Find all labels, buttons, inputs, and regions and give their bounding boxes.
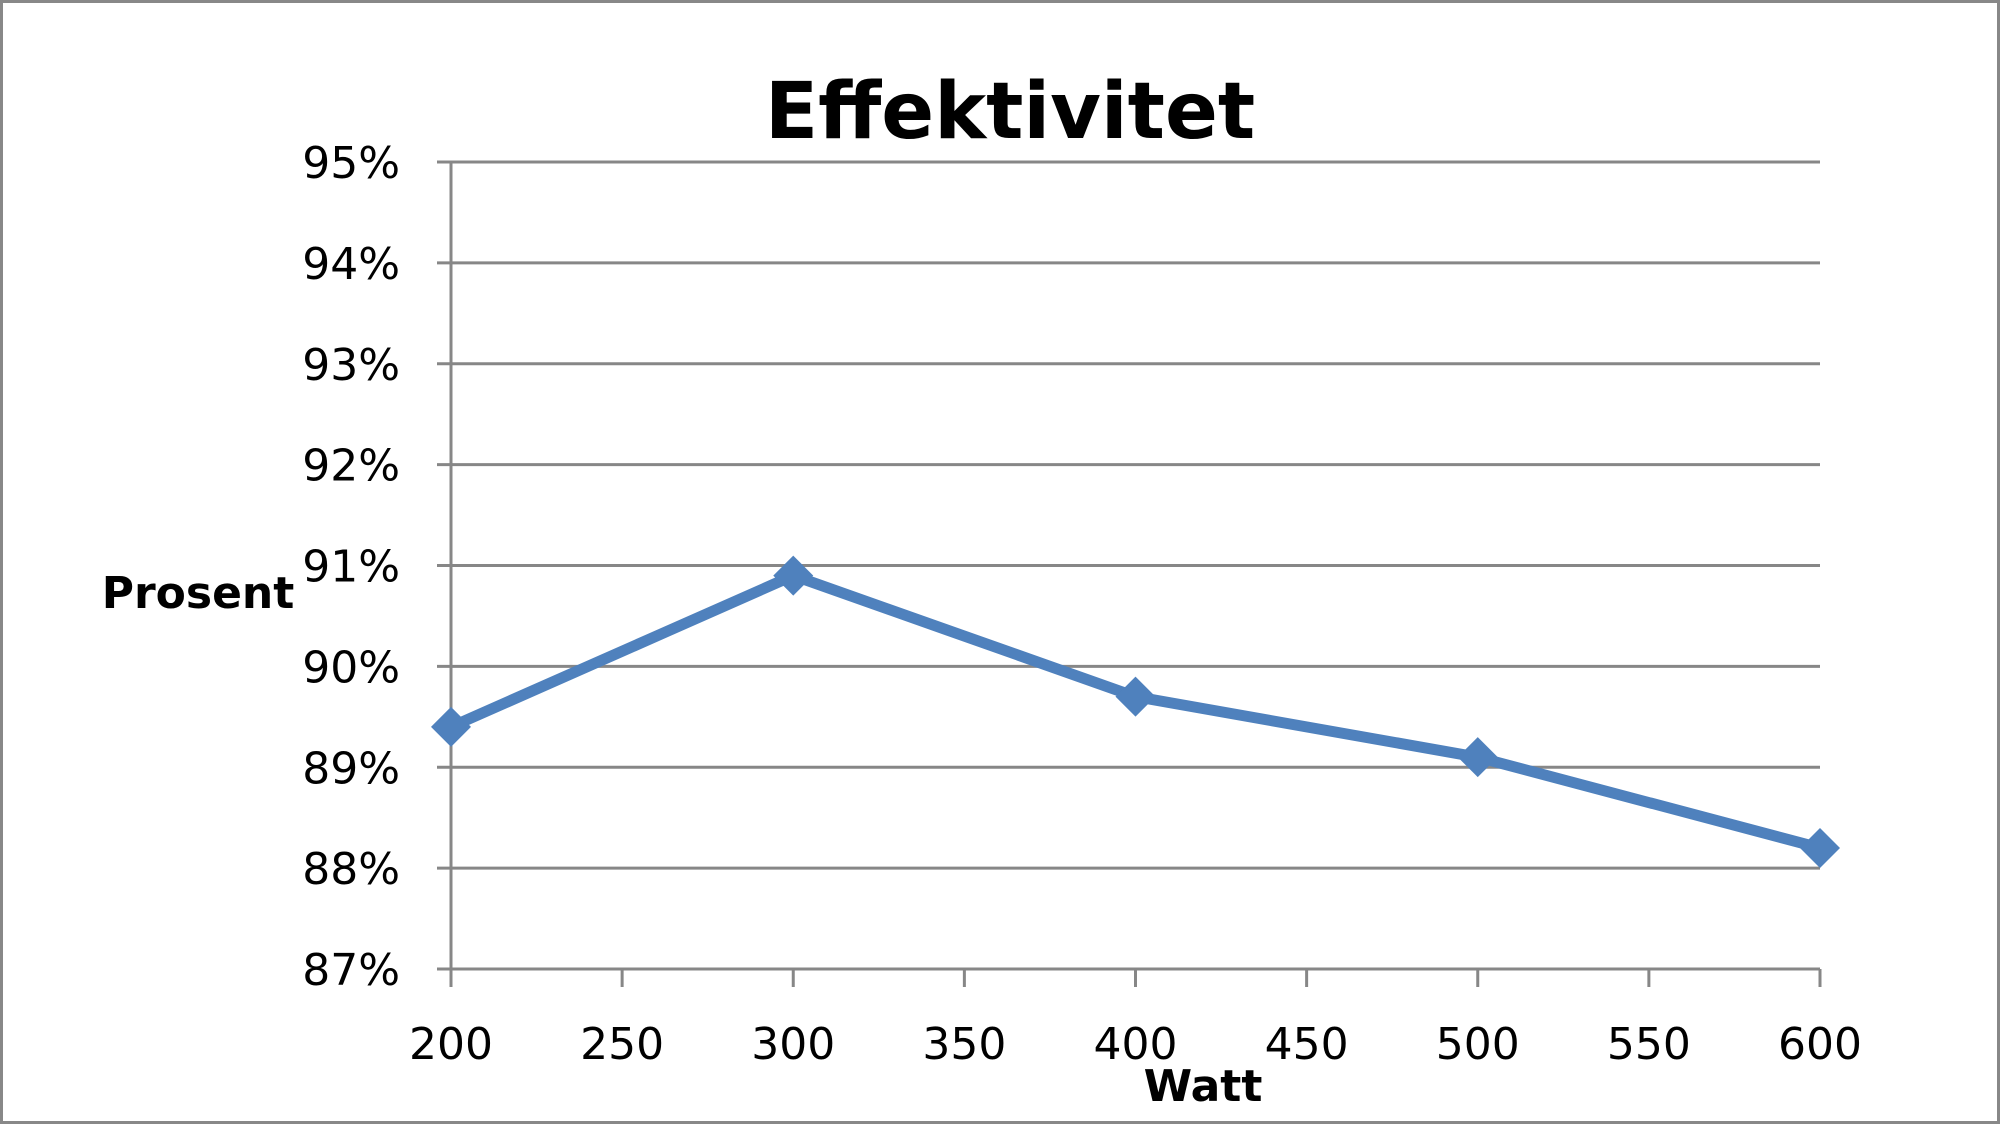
y-tick-label: 93%: [302, 340, 400, 391]
x-tick-label: 550: [1607, 1019, 1691, 1070]
chart-title: Effektivitet: [765, 67, 1255, 157]
gridlines: [451, 160, 1820, 870]
x-tick-labels: 200 250 300 350 400 450 500 550 600: [409, 1019, 1862, 1070]
x-tick-label: 450: [1265, 1019, 1349, 1070]
x-axis-label: Watt: [1144, 1061, 1263, 1112]
y-tick-label: 91%: [302, 542, 400, 593]
y-tick-labels: 87% 88% 89% 90% 91% 92% 93% 94% 95%: [302, 138, 400, 996]
axes: [437, 160, 1822, 987]
y-axis-label: Prosent: [102, 568, 295, 619]
y-tick-label: 92%: [302, 441, 400, 492]
y-tick-label: 94%: [302, 239, 400, 290]
data-point: [1800, 827, 1840, 868]
y-tick-label: 88%: [302, 844, 400, 895]
data-point: [1115, 676, 1156, 717]
x-tick-label: 600: [1778, 1019, 1862, 1070]
series: [431, 555, 1840, 868]
line-chart: Effektivitet 87% 88% 89% 90% 91% 92% 93% 94% 95%…: [102, 67, 1862, 1112]
x-tick-label: 350: [922, 1019, 1006, 1070]
data-point: [773, 555, 814, 596]
data-point: [1457, 737, 1498, 778]
x-tick-label: 400: [1094, 1019, 1178, 1070]
y-tick-label: 90%: [302, 642, 400, 693]
x-tick-label: 500: [1436, 1019, 1520, 1070]
x-tick-label: 250: [580, 1019, 664, 1070]
x-tick-label: 300: [751, 1019, 835, 1070]
data-point: [431, 706, 471, 747]
x-tick-label: 200: [409, 1019, 493, 1070]
y-tick-label: 95%: [302, 138, 400, 189]
y-tick-label: 87%: [302, 945, 400, 996]
y-tick-label: 89%: [302, 743, 400, 794]
